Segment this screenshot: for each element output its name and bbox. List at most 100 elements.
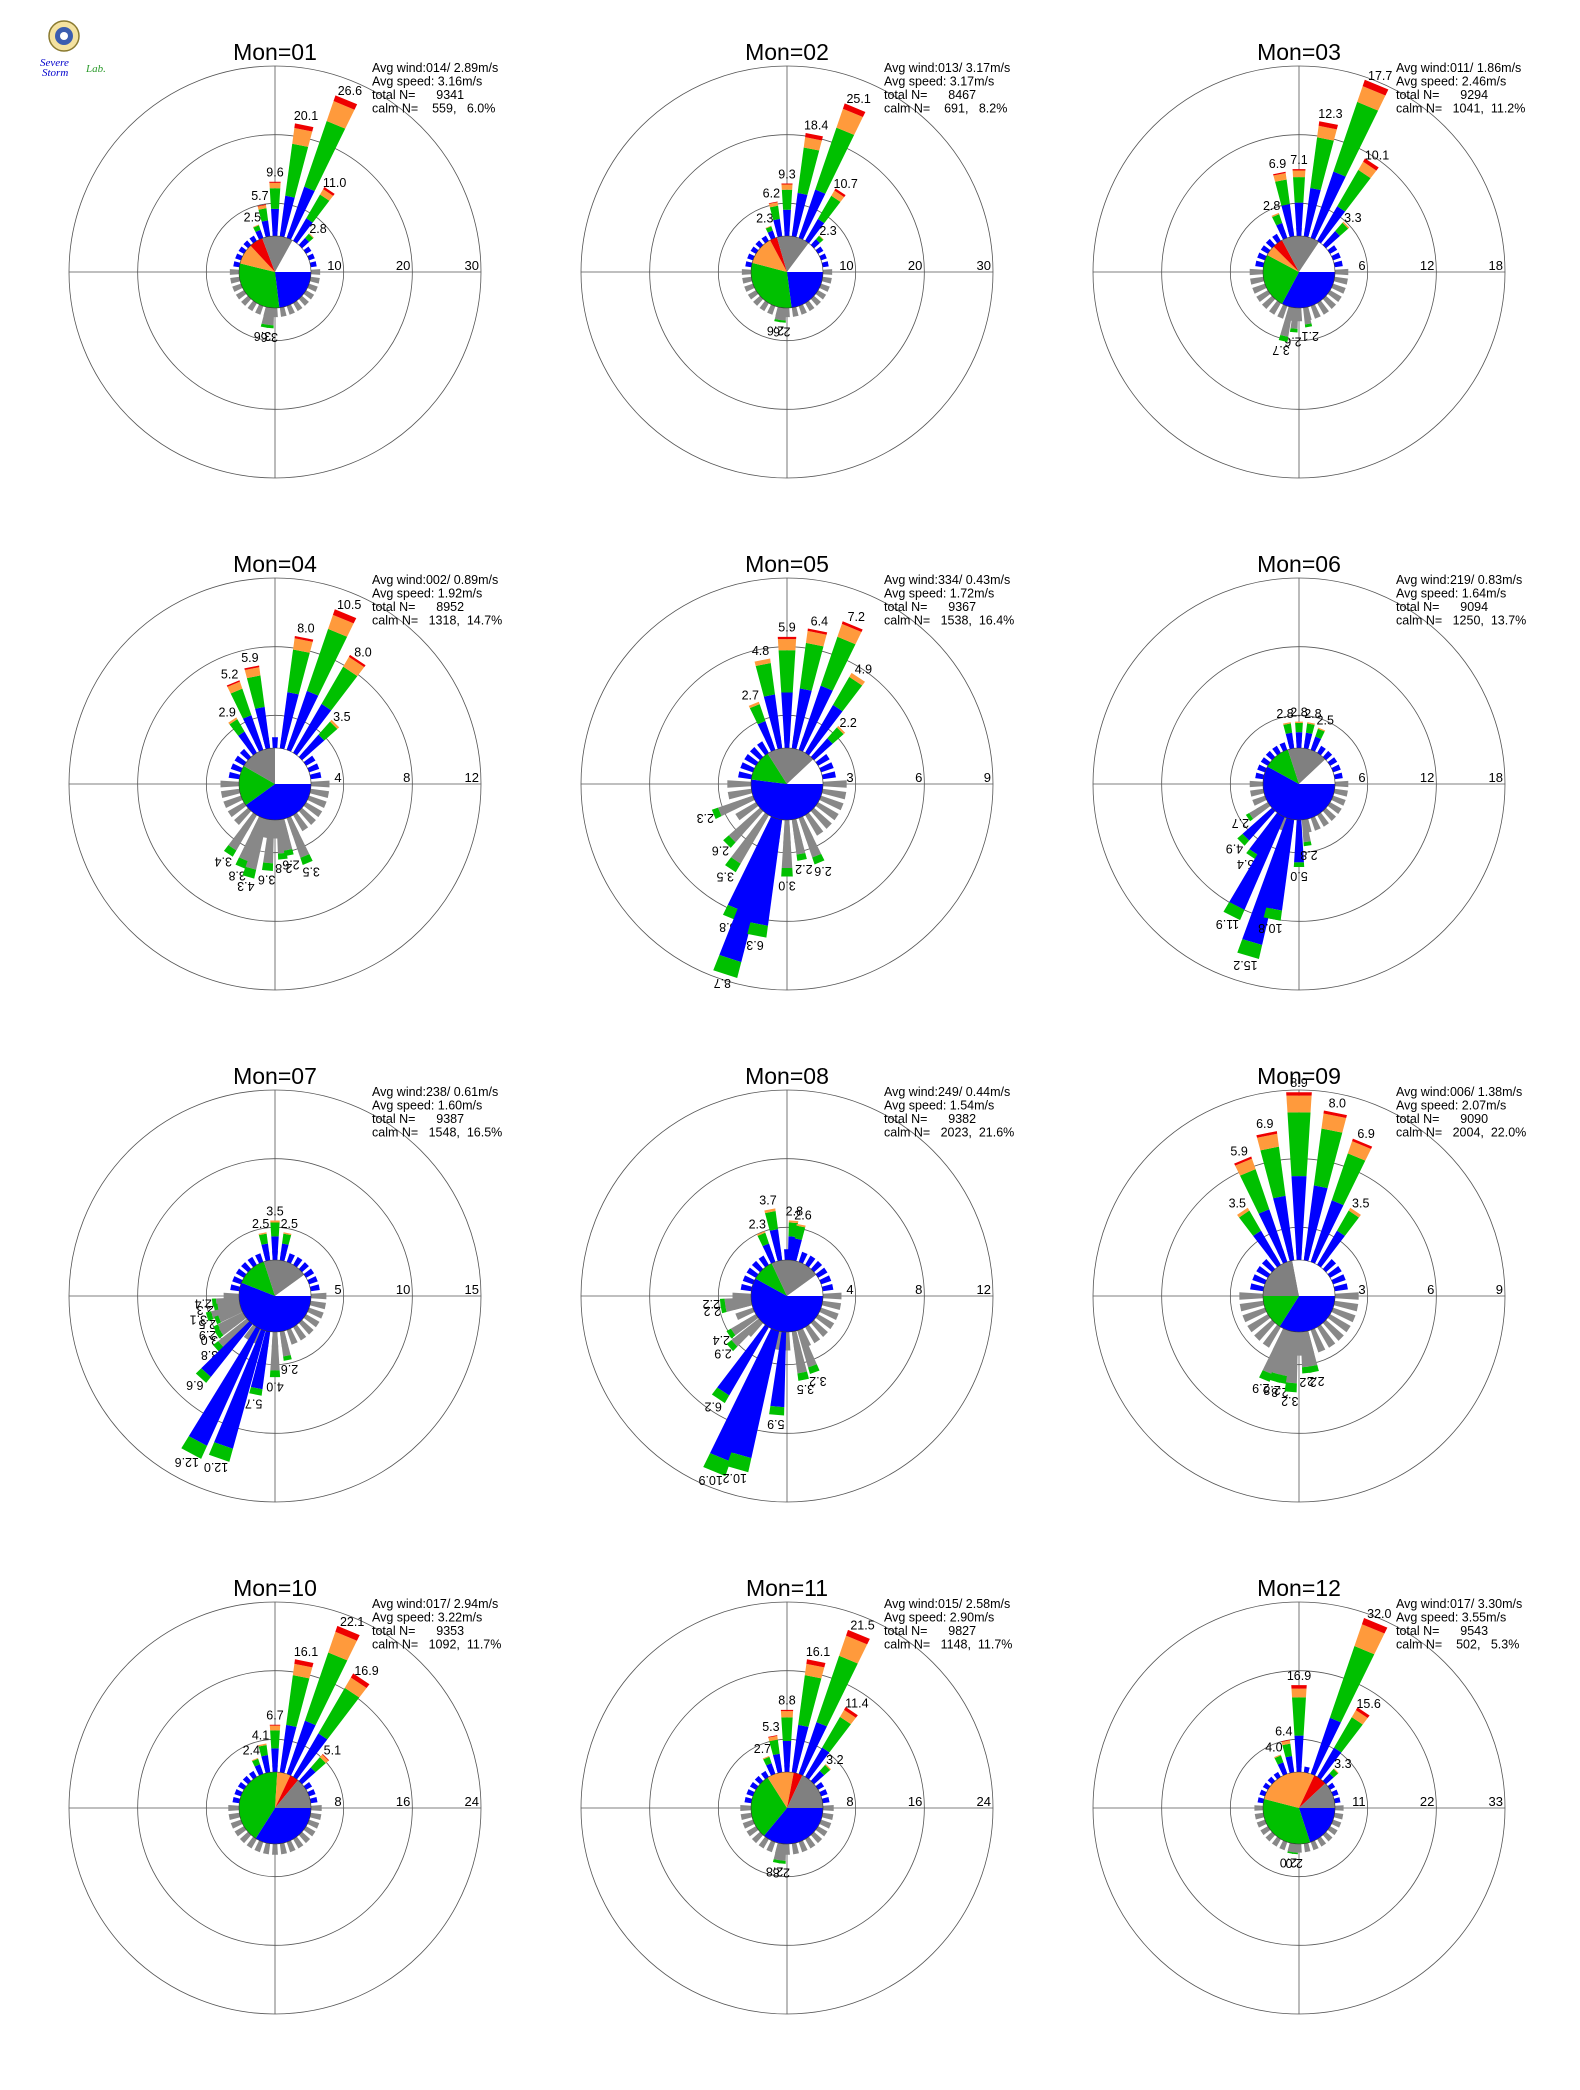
- direction-bar: 2.2: [791, 818, 813, 876]
- speed-segment: [1249, 802, 1271, 819]
- calm-pie: [238, 1259, 312, 1333]
- speed-segment: [1351, 1710, 1368, 1725]
- speed-segment: [1333, 1768, 1339, 1774]
- range-ring: [137, 1158, 413, 1434]
- calm-pie-slice: [240, 245, 275, 272]
- speed-segment: [750, 818, 783, 926]
- direction-bar: 2.5: [244, 210, 264, 240]
- speed-segment: [1357, 86, 1386, 111]
- speed-segment: [731, 812, 769, 864]
- calm-n-text: calm N= 1092, 11.7%: [372, 1638, 501, 1652]
- speed-segment: [1245, 812, 1254, 822]
- bar-value-label: 2.8: [786, 1205, 803, 1219]
- bar-value-label: 3.4: [215, 854, 232, 868]
- speed-segment: [1273, 173, 1287, 182]
- direction-bar: 16.9: [1287, 1669, 1311, 1773]
- minor-bar: [1331, 1274, 1346, 1285]
- ring-label: 10: [396, 1282, 410, 1297]
- direction-bar: 12.0: [204, 1329, 266, 1474]
- speed-segment: [1281, 204, 1295, 238]
- bar-value-label: 6.2: [763, 186, 780, 200]
- speed-segment: [711, 807, 722, 819]
- minor-bar: [744, 1797, 753, 1804]
- direction-bar: 2.8: [1276, 707, 1295, 750]
- calm-pie-slice: [275, 272, 311, 308]
- direction-bar: 3.6: [261, 307, 278, 344]
- direction-bar: 5.9: [1230, 1144, 1288, 1264]
- speed-segment: [726, 1452, 752, 1473]
- speed-segment: [298, 237, 310, 249]
- range-ring: [1161, 134, 1437, 410]
- direction-bar: 11.0: [293, 176, 346, 244]
- direction-bar: 6.4: [1275, 1725, 1295, 1774]
- bar-value-label: 2.5: [199, 1317, 216, 1331]
- minor-bar: [220, 780, 240, 788]
- calm-pie-slice: [1263, 1296, 1299, 1327]
- minor-bar: [1252, 283, 1267, 294]
- bar-value-label: 3.6: [254, 329, 271, 343]
- direction-bar: 10.9: [698, 1328, 776, 1487]
- speed-segment: [1285, 732, 1295, 750]
- speed-segment: [1274, 1755, 1284, 1765]
- minor-bar: [1327, 1266, 1342, 1278]
- minor-bar: [227, 802, 247, 818]
- ring-label: 30: [977, 258, 991, 273]
- bar-value-label: 2.6: [1284, 334, 1301, 348]
- direction-bar: 6.7: [266, 1709, 284, 1773]
- bar-value-label: 2.9: [1252, 1381, 1269, 1395]
- speed-segment: [781, 692, 793, 749]
- speed-segment: [777, 636, 797, 640]
- bar-value-label: 3.2: [1281, 1394, 1298, 1408]
- minor-bar: [1279, 1840, 1288, 1851]
- speed-segment: [1335, 222, 1349, 236]
- bar-value-label: 2.2: [795, 862, 812, 876]
- calm-pie-slice: [263, 1260, 305, 1296]
- direction-bar: 2.4: [713, 1314, 759, 1347]
- speed-segment: [1286, 1092, 1312, 1096]
- direction-bar: 5.2: [221, 667, 264, 752]
- minor-bar: [232, 283, 243, 292]
- ring-label: 8: [846, 1794, 853, 1809]
- direction-bar: 6.2: [763, 186, 783, 238]
- bar-value-label: 2.8: [1263, 199, 1280, 213]
- speed-segment: [1260, 1146, 1286, 1199]
- speed-segment: [805, 132, 823, 141]
- bar-value-label: 4.1: [252, 1728, 269, 1742]
- minor-bar: [1267, 1776, 1276, 1785]
- minor-bar: [1249, 780, 1264, 788]
- minor-bar: [1331, 1307, 1356, 1323]
- speed-segment: [318, 1687, 360, 1740]
- calm-pie-slice: [1282, 235, 1320, 272]
- avg-wind-text: Avg wind:014/ 2.89m/s: [372, 61, 498, 75]
- minor-bar: [293, 812, 309, 832]
- speed-segment: [293, 218, 313, 244]
- speed-segment: [294, 123, 314, 132]
- ring-label: 20: [396, 258, 410, 273]
- bar-value-label: 11.4: [845, 1696, 868, 1710]
- direction-bar: 2.4: [243, 1744, 264, 1776]
- speed-segment: [798, 685, 833, 752]
- speed-segment: [1276, 222, 1288, 240]
- range-ring: [649, 1670, 925, 1946]
- minor-bar: [220, 788, 241, 798]
- windrose-panel: 8 16 24 2.7 5.3 8.8 16.1 21.5 11.4 3.2 2.82.8 Mon=1…: [580, 1575, 1012, 2015]
- minor-bar: [747, 290, 759, 300]
- minor-bar: [1254, 1812, 1265, 1820]
- speed-segment: [822, 1716, 851, 1753]
- minor-bar: [303, 290, 315, 300]
- calm-pie-outline: [238, 1259, 312, 1333]
- minor-bar: [1334, 780, 1349, 788]
- minor-bar: [819, 283, 830, 292]
- speed-segment: [791, 1330, 808, 1374]
- direction-bar: 2.9: [714, 1318, 762, 1361]
- direction-bar: 6.9: [1256, 1117, 1295, 1262]
- minor-bar: [821, 1284, 834, 1292]
- avg-wind-text: Avg wind:011/ 1.86m/s: [1396, 61, 1521, 75]
- ring-label: 4: [846, 1282, 853, 1297]
- minor-bar: [821, 771, 836, 780]
- minor-bar: [241, 295, 252, 306]
- speed-segment: [780, 1709, 794, 1712]
- minor-bar: [741, 269, 752, 275]
- minor-bar: [309, 1797, 318, 1804]
- direction-bar: 5.9: [767, 1331, 787, 1431]
